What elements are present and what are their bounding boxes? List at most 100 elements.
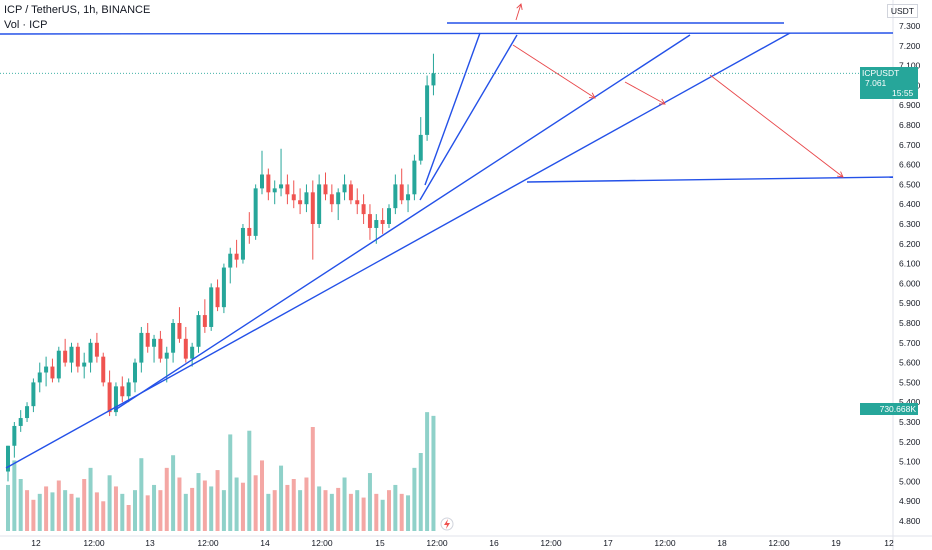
volume-bar — [75, 497, 80, 531]
candle-body — [152, 338, 157, 347]
price-tick-label: 6.400 — [899, 199, 921, 209]
candle-body — [380, 220, 385, 224]
candle-body — [139, 332, 144, 363]
volume-bar — [367, 473, 372, 531]
candle-body — [336, 192, 341, 205]
candle-body — [44, 366, 49, 373]
candle-body — [412, 160, 417, 195]
price-tick-label: 6.200 — [899, 239, 921, 249]
time-tick-label: 12 — [31, 538, 41, 548]
last-price-tag: ICPUSDT 7.061 15:55 — [860, 67, 918, 100]
volume-bar — [126, 505, 131, 531]
arrow-line — [515, 3, 522, 21]
time-tick-label: 12:00 — [197, 538, 219, 548]
candle-body — [234, 253, 239, 260]
time-tick-label: 18 — [717, 538, 727, 548]
candle-body — [323, 184, 328, 195]
symbol-title: ICP / TetherUS, 1h, BINANCE — [4, 4, 151, 16]
price-tick-label: 6.600 — [899, 160, 921, 170]
volume-bar — [323, 490, 328, 531]
candle-body — [387, 208, 391, 224]
candle-body — [69, 346, 74, 363]
volume-bar — [94, 492, 99, 531]
trendline — [526, 176, 894, 183]
volume-bar — [69, 493, 74, 531]
price-tick-label: 6.000 — [899, 278, 921, 288]
volume-bar — [412, 467, 417, 531]
candle-body — [94, 342, 99, 357]
candle-body — [374, 220, 379, 228]
candle-body — [63, 350, 68, 363]
volume-bar — [183, 493, 188, 531]
last-price-value: 7.061 — [865, 78, 887, 89]
volume-bar — [171, 455, 176, 531]
candle-body — [247, 227, 252, 236]
candle-body — [158, 338, 163, 359]
time-tick-label: 12:00 — [654, 538, 676, 548]
volume-bar — [425, 412, 430, 531]
candle-body — [285, 184, 290, 195]
candle-body — [355, 200, 360, 205]
candle-body — [304, 192, 309, 205]
last-volume-tag: 730.668K — [860, 403, 918, 415]
candle-body — [399, 184, 404, 201]
price-tick-label: 7.200 — [899, 41, 921, 51]
volume-bar — [285, 484, 290, 531]
time-tick-label: 19 — [831, 538, 841, 548]
volume-bar — [387, 490, 391, 531]
price-tick-label: 5.600 — [899, 358, 921, 368]
volume-bar — [228, 434, 233, 531]
volume-bar — [215, 470, 220, 531]
chart-legend: ICP / TetherUS, 1h, BINANCE Vol · ICP — [4, 3, 150, 33]
volume-bar — [190, 487, 195, 531]
arrow-head — [658, 98, 666, 105]
arrow-head — [588, 92, 596, 99]
volume-bar — [88, 467, 93, 531]
volume-bar — [44, 486, 49, 531]
candle-body — [171, 323, 176, 353]
volume-bar — [18, 479, 23, 531]
price-tick-label: 5.200 — [899, 437, 921, 447]
candle-body — [126, 382, 131, 397]
price-tick-label: 5.800 — [899, 318, 921, 328]
volume-bar — [37, 493, 42, 531]
volume-bar — [31, 499, 36, 531]
volume-bar — [393, 484, 398, 531]
candle-body — [75, 346, 80, 367]
volume-bar — [361, 497, 366, 531]
candle-body — [37, 372, 42, 383]
volume-bar — [266, 493, 271, 531]
volume-title: Vol · ICP — [4, 19, 48, 31]
price-tick-label: 6.500 — [899, 179, 921, 189]
volume-bar — [63, 490, 68, 531]
volume-bar — [145, 495, 150, 531]
volume-bar — [355, 490, 360, 531]
candle-body — [177, 323, 182, 339]
last-price-countdown: 15:55 — [892, 88, 914, 99]
volume-bar — [329, 493, 334, 531]
candle-body — [266, 174, 271, 193]
time-tick-label: 12:00 — [311, 538, 333, 548]
volume-bar — [310, 427, 315, 531]
candle-body — [50, 366, 55, 379]
volume-bar — [279, 465, 284, 531]
price-tick-label: 5.100 — [899, 457, 921, 467]
candle-body — [88, 342, 93, 363]
currency-unit-label[interactable]: USDT — [886, 4, 918, 18]
volume-bar — [25, 490, 30, 531]
volume-bar — [177, 477, 182, 531]
price-tick-label: 4.800 — [899, 516, 921, 526]
volume-bar — [272, 490, 277, 531]
candle-body — [367, 214, 372, 228]
time-tick-label: 12:00 — [768, 538, 790, 548]
volume-bar — [50, 492, 55, 531]
candle-body — [361, 204, 366, 215]
volume-bar — [374, 493, 379, 531]
candle-body — [202, 315, 207, 327]
volume-bar — [304, 477, 309, 531]
volume-bar — [317, 486, 322, 531]
time-tick-label: 12:00 — [426, 538, 448, 548]
price-tick-label: 6.100 — [899, 259, 921, 269]
price-tick-label: 5.700 — [899, 338, 921, 348]
